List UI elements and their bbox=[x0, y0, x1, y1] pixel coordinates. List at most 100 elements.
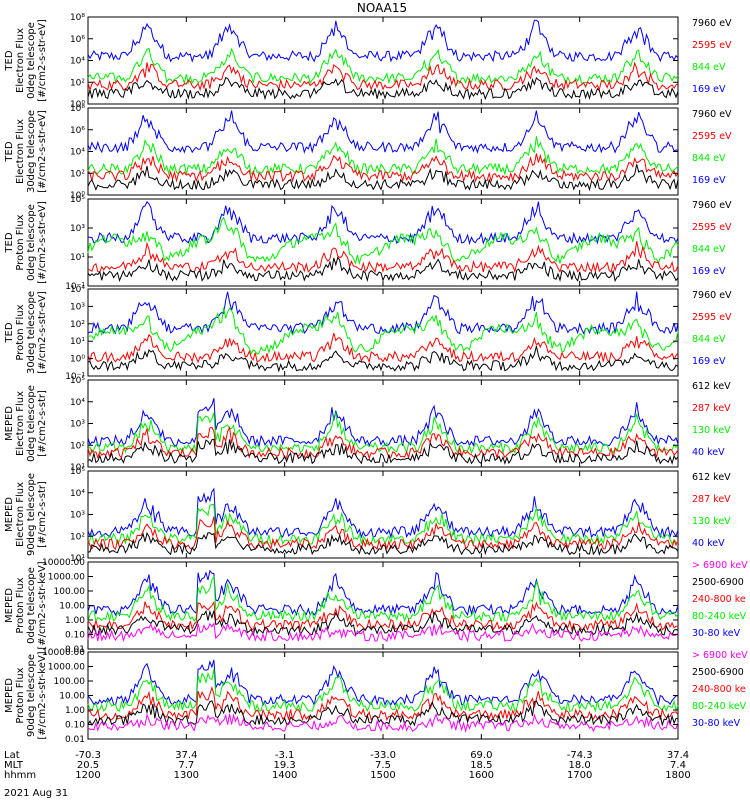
series-blue-trace bbox=[88, 200, 679, 246]
y-tick-label: 1000.00 bbox=[48, 663, 85, 673]
y-tick-label: 0.01 bbox=[65, 735, 85, 745]
legend-entry: 612 keV bbox=[692, 472, 731, 483]
legend-entry: 80-240 keV bbox=[692, 701, 747, 712]
legend-entry: 40 keV bbox=[692, 447, 725, 458]
y-axis-label-line: 90deg telescope bbox=[26, 473, 37, 556]
footer-hhmm-value: 1700 bbox=[567, 770, 592, 781]
y-axis-label-line: Electron Flux bbox=[15, 28, 26, 93]
y-tick-label: 10⁴ bbox=[70, 489, 85, 499]
legend-entry: 7960 eV bbox=[692, 109, 732, 120]
y-axis-label-line: [#/cm2-s-str-eV] bbox=[37, 291, 48, 374]
y-tick-label: 10⁰ bbox=[70, 191, 85, 201]
footer-lat-value: -70.3 bbox=[75, 750, 101, 761]
y-tick-label: 10¹ bbox=[70, 337, 85, 347]
legend-entry: 169 eV bbox=[692, 266, 726, 277]
y-tick-label: 1.00 bbox=[65, 706, 85, 716]
panel-frame bbox=[87, 651, 679, 740]
panel-frame bbox=[87, 379, 679, 468]
y-axis-label-line: Electron Flux bbox=[15, 482, 26, 547]
y-tick-label: 10² bbox=[70, 532, 85, 542]
y-tick-label: 10³ bbox=[70, 420, 85, 430]
series-green-trace bbox=[87, 307, 679, 356]
series-green-trace bbox=[87, 411, 679, 455]
series-magenta-trace bbox=[87, 713, 679, 733]
legend-entry: 240-800 ke bbox=[692, 594, 746, 605]
legend-entry: 2595 eV bbox=[692, 40, 732, 51]
y-tick-label: 10² bbox=[70, 169, 85, 179]
legend-entry: 844 eV bbox=[692, 62, 726, 73]
series-red-trace bbox=[87, 153, 679, 183]
footer-mlt-value: 18.5 bbox=[470, 760, 492, 771]
y-tick-label: 10¹ bbox=[70, 554, 85, 564]
y-tick-label: 10⁵ bbox=[70, 376, 85, 386]
y-tick-label: 10² bbox=[70, 320, 85, 330]
y-axis-label-line: TED bbox=[4, 232, 15, 253]
footer-hhmm-value: 1500 bbox=[370, 770, 395, 781]
y-axis-label: MEPEDElectron Flux90deg telescope[#/cm2-… bbox=[4, 473, 48, 556]
y-axis-label-line: 90deg telescope bbox=[26, 654, 37, 737]
y-tick-label: 10⁻¹ bbox=[65, 282, 85, 292]
series-green-trace bbox=[87, 216, 679, 266]
legend-entry: 130 keV bbox=[692, 425, 731, 436]
legend-entry: 287 keV bbox=[692, 403, 731, 414]
y-tick-label: 10⁸ bbox=[70, 104, 85, 114]
series-blue-trace bbox=[87, 110, 679, 154]
legend-entry: 844 eV bbox=[692, 153, 726, 164]
y-tick-label: 10² bbox=[70, 441, 85, 451]
y-axis-label-line: Electron Flux bbox=[15, 391, 26, 456]
y-tick-label: 10000.00 bbox=[42, 648, 85, 658]
y-tick-label: 10⁶ bbox=[70, 126, 85, 136]
y-axis-label: TEDElectron Flux0deg telescope[#/cm2-s-s… bbox=[4, 19, 48, 102]
legend-entry: 240-800 ke bbox=[692, 684, 746, 695]
series-red-trace bbox=[87, 600, 679, 632]
y-tick-label: 10⁵ bbox=[70, 195, 85, 205]
series-red-trace bbox=[87, 241, 679, 274]
footer-mlt-value: 20.5 bbox=[77, 760, 99, 771]
legend-entry: > 6900 keV bbox=[692, 650, 748, 661]
series-black-trace bbox=[87, 438, 679, 466]
y-axis-label-line: [#/cm2-s-str-eV] bbox=[37, 110, 48, 193]
footer-hhmm-value: 1200 bbox=[75, 770, 100, 781]
footer-mlt-value: 18.0 bbox=[569, 760, 591, 771]
y-axis-label: MEPEDProton Flux90deg telescope[#/cm2-s-… bbox=[4, 651, 48, 739]
y-tick-label: 10³ bbox=[70, 224, 85, 234]
footer-hhmm-value: 1300 bbox=[174, 770, 199, 781]
y-tick-label: 10³ bbox=[70, 511, 85, 521]
panel-4: 10⁻¹ 10⁰ 10¹ 10² 10³ 10⁴ TEDProton Flux30deg t… bbox=[4, 285, 732, 382]
legend-entry: 169 eV bbox=[692, 175, 726, 186]
y-axis-label-line: [#/cm2-s-str-eV] bbox=[37, 19, 48, 102]
y-axis-label-line: MEPED bbox=[4, 678, 15, 713]
y-axis-label-line: MEPED bbox=[4, 497, 15, 532]
footer-lat-value: -33.0 bbox=[370, 750, 396, 761]
series-blue-trace bbox=[87, 659, 679, 707]
y-axis-label-line: [#/cm2-s-str-keV] bbox=[37, 651, 48, 739]
panel-frame bbox=[87, 16, 679, 105]
series-red-trace bbox=[87, 516, 679, 551]
footer-axis-labels: LatMLThhmm-70.320.5120037.47.71300-3.119… bbox=[4, 750, 691, 781]
y-tick-label: 10³ bbox=[70, 302, 85, 312]
series-black-trace bbox=[87, 531, 679, 557]
y-axis-label-line: Proton Flux bbox=[15, 577, 26, 633]
panel-7: 10000.00 1000.00 100.00 10.00 1.00 0.10 0.01 ME… bbox=[4, 558, 748, 655]
legend-entry: 169 eV bbox=[692, 356, 726, 367]
y-tick-label: 10⁴ bbox=[70, 57, 85, 67]
panel-1: 10² 10⁴ 10⁶ 10⁰ 10⁸ TEDElectron Flux0deg tele… bbox=[4, 13, 732, 110]
y-axis-label-line: Electron Flux bbox=[15, 119, 26, 184]
y-axis-label: MEPEDElectron Flux0deg telescope[#/cm2-s… bbox=[4, 385, 48, 462]
y-axis-label-line: 0deg telescope bbox=[26, 204, 37, 281]
y-axis-label-line: Proton Flux bbox=[15, 304, 26, 360]
legend-entry: 169 eV bbox=[692, 84, 726, 95]
panel-5: 10¹ 10² 10³ 10⁴ 10⁵ MEPEDElectron Flux0deg te… bbox=[4, 376, 731, 473]
legend-entry: 40 keV bbox=[692, 538, 725, 549]
legend-entry: 2500-6900 bbox=[692, 577, 744, 588]
legend-entry: 7960 eV bbox=[692, 18, 732, 29]
y-axis-label: TEDProton Flux30deg telescope[#/cm2-s-st… bbox=[4, 291, 48, 374]
y-axis-label: TEDElectron Flux30deg telescope[#/cm2-s-… bbox=[4, 110, 48, 193]
y-tick-label: 1000.00 bbox=[48, 573, 85, 583]
y-axis-label: MEPEDProton Flux0deg telescope[#/cm2-s-s… bbox=[4, 561, 48, 649]
y-tick-label: 10¹ bbox=[70, 253, 85, 263]
series-blue-trace bbox=[87, 487, 679, 539]
y-axis-label-line: 0deg telescope bbox=[26, 22, 37, 99]
footer-row-label: hhmm bbox=[4, 770, 36, 781]
y-tick-label: 10⁰ bbox=[70, 355, 85, 365]
